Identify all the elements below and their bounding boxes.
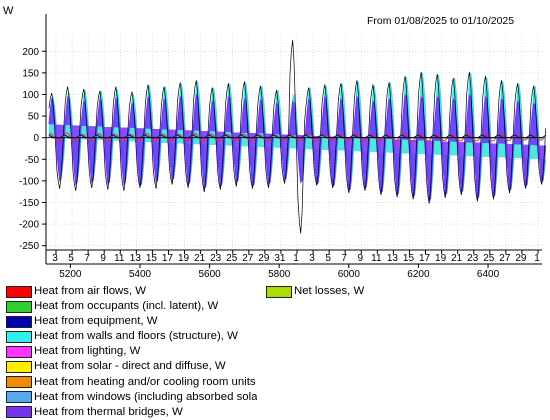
legend-item: Heat from lighting, W xyxy=(6,344,257,359)
y-tick-label: -50 xyxy=(25,155,40,166)
day-tick-label: 19 xyxy=(178,253,190,264)
legend-swatch xyxy=(6,406,32,419)
day-tick-label: 7 xyxy=(341,253,347,264)
day-tick-label: 7 xyxy=(84,253,90,264)
x-tick-label: 5400 xyxy=(129,269,152,280)
y-axis-unit-label: W xyxy=(3,5,14,17)
legend-item: Heat from occupants (incl. latent), W xyxy=(6,299,257,314)
y-tick-label: 200 xyxy=(22,47,39,58)
day-tick-label: 25 xyxy=(483,253,495,264)
day-tick-label: 21 xyxy=(451,253,463,264)
legend-item: Heat from thermal bridges, W xyxy=(6,405,257,420)
legend-label: Heat from windows (including absorbed so… xyxy=(34,390,257,403)
day-tick-label: 15 xyxy=(403,253,415,264)
y-tick-label: 150 xyxy=(22,68,39,79)
day-tick-label: 13 xyxy=(387,253,399,264)
day-tick-label: 5 xyxy=(68,253,74,264)
day-tick-label: 23 xyxy=(467,253,479,264)
y-tick-label: 50 xyxy=(28,112,40,123)
legend-label: Heat from thermal bridges, W xyxy=(34,405,183,418)
day-tick-label: 21 xyxy=(194,253,206,264)
day-tick-label: 27 xyxy=(242,253,254,264)
day-tick-label: 11 xyxy=(371,253,382,264)
legend-swatch xyxy=(6,285,32,298)
y-tick-label: -250 xyxy=(19,241,39,252)
legend-swatch xyxy=(266,285,292,298)
legend-swatch xyxy=(6,391,32,404)
x-tick-label: 5800 xyxy=(268,269,291,280)
y-tick-label: -100 xyxy=(19,176,39,187)
legend-swatch xyxy=(6,345,32,358)
series-net-losses-w xyxy=(48,39,547,234)
day-tick-label: 1 xyxy=(293,253,299,264)
legend-label: Heat from lighting, W xyxy=(34,345,141,358)
day-tick-label: 15 xyxy=(146,253,158,264)
y-tick-label: -200 xyxy=(19,220,39,231)
chart: W From 01/08/2025 to 01/10/2025 20015010… xyxy=(3,5,547,280)
day-tick-label: 5 xyxy=(325,253,331,264)
legend-label: Heat from equipment, W xyxy=(34,315,158,328)
day-tick-label: 29 xyxy=(515,253,527,264)
legend-label: Heat from air flows, W xyxy=(34,285,147,297)
legend-label: Heat from occupants (incl. latent), W xyxy=(34,300,219,313)
day-tick-label: 31 xyxy=(274,253,286,264)
day-tick-label: 3 xyxy=(52,253,58,264)
legend-item: Heat from windows (including absorbed so… xyxy=(6,390,257,405)
legend-item: Heat from walls and floors (structure), … xyxy=(6,329,257,344)
legend-item: Heat from solar - direct and diffuse, W xyxy=(6,359,257,374)
legend-swatch xyxy=(6,300,32,313)
day-tick-label: 9 xyxy=(100,253,106,264)
legend-label: Heat from solar - direct and diffuse, W xyxy=(34,360,226,373)
legend-item: Heat from heating and/or cooling room un… xyxy=(6,375,257,390)
day-tick-label: 23 xyxy=(210,253,222,264)
legend-swatch xyxy=(6,376,32,389)
x-tick-label: 6400 xyxy=(477,269,500,280)
day-tick-label: 17 xyxy=(162,253,174,264)
y-tick-label: 0 xyxy=(33,133,39,144)
legend-swatch xyxy=(6,315,32,328)
legend-label: Net losses, W xyxy=(294,285,365,297)
series-heat-from-air-flows-w xyxy=(48,132,547,142)
day-tick-label: 11 xyxy=(114,253,125,264)
legend-item: Net losses, W xyxy=(266,284,364,299)
legend-label: Heat from heating and/or cooling room un… xyxy=(34,375,256,388)
y-tick-label: 100 xyxy=(22,90,39,101)
day-tick-label: 13 xyxy=(130,253,142,264)
day-tick-label: 29 xyxy=(258,253,270,264)
y-tick-label: -150 xyxy=(19,198,39,209)
legend-item: Heat from air flows, W xyxy=(6,284,257,299)
x-tick-label: 6000 xyxy=(338,269,361,280)
day-tick-label: 27 xyxy=(499,253,511,264)
day-tick-label: 25 xyxy=(226,253,238,264)
legend-label: Heat from walls and floors (structure), … xyxy=(34,330,238,343)
day-tick-label: 9 xyxy=(357,253,363,264)
day-tick-label: 3 xyxy=(309,253,315,264)
legend-swatch xyxy=(6,361,32,374)
date-range-label: From 01/08/2025 to 01/10/2025 xyxy=(367,15,514,27)
day-tick-label: 19 xyxy=(435,253,447,264)
x-tick-label: 5200 xyxy=(59,269,82,280)
day-tick-label: 17 xyxy=(419,253,431,264)
legend-swatch xyxy=(6,330,32,343)
legend-item: Heat from equipment, W xyxy=(6,314,257,329)
x-tick-label: 5600 xyxy=(198,269,221,280)
legend-left: Heat from air flows, W Heat from occupant… xyxy=(6,284,257,420)
x-tick-label: 6200 xyxy=(407,269,430,280)
day-tick-label: 1 xyxy=(534,253,540,264)
legend-right: Net losses, W xyxy=(266,284,364,299)
